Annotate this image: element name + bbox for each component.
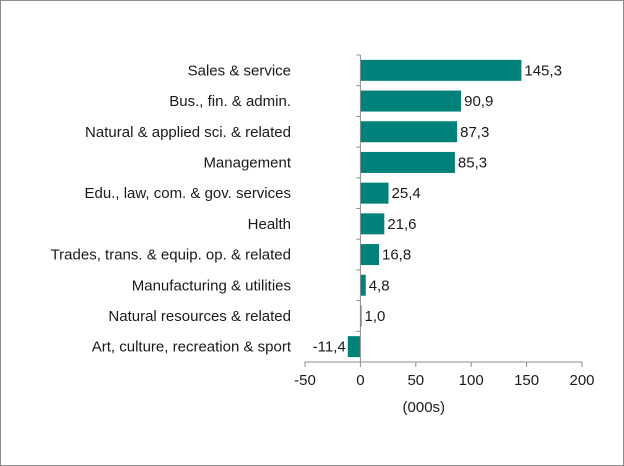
bar <box>360 121 458 143</box>
category-label: Sales & service <box>188 62 291 79</box>
bar <box>360 244 380 266</box>
bar <box>360 151 455 173</box>
value-label: 21,6 <box>387 216 416 233</box>
category-label: Art, culture, recreation & sport <box>92 339 292 356</box>
value-label: 145,3 <box>524 62 562 79</box>
category-label: Bus., fin. & admin. <box>169 93 291 110</box>
x-tick-label: 50 <box>407 372 424 389</box>
value-label: 90,9 <box>464 93 493 110</box>
category-label: Manufacturing & utilities <box>132 277 291 294</box>
bar <box>360 182 389 204</box>
x-tick-label: -50 <box>294 372 316 389</box>
value-label: 1,0 <box>365 308 386 325</box>
bar <box>360 90 462 112</box>
x-tick-label: 200 <box>569 372 594 389</box>
category-label: Health <box>248 216 291 233</box>
bar <box>360 305 362 327</box>
x-tick-label: 0 <box>356 372 364 389</box>
value-label: 16,8 <box>382 247 411 264</box>
value-label: 87,3 <box>460 124 489 141</box>
category-label: Management <box>203 154 291 171</box>
category-label: Natural resources & related <box>108 308 291 325</box>
x-tick-label: 150 <box>514 372 539 389</box>
category-label: Natural & applied sci. & related <box>85 124 291 141</box>
axis-layer <box>304 54 583 367</box>
category-label: Edu., law, com. & gov. services <box>85 185 291 202</box>
bar <box>360 213 385 235</box>
value-label: 85,3 <box>458 154 487 171</box>
bar <box>360 274 366 296</box>
x-axis-title: (000s) <box>403 399 446 416</box>
bar <box>347 336 361 358</box>
category-label: Trades, trans. & equip. op. & related <box>51 247 291 264</box>
value-label: 25,4 <box>392 185 421 202</box>
labels-layer: Sales & service 145,3 Bus., fin. & admin. 9… <box>51 62 595 389</box>
x-tick-label: 100 <box>459 372 484 389</box>
bar <box>360 59 522 81</box>
value-label: -11,4 <box>313 339 346 356</box>
value-label: 4,8 <box>369 277 390 294</box>
bars-layer <box>347 59 522 358</box>
